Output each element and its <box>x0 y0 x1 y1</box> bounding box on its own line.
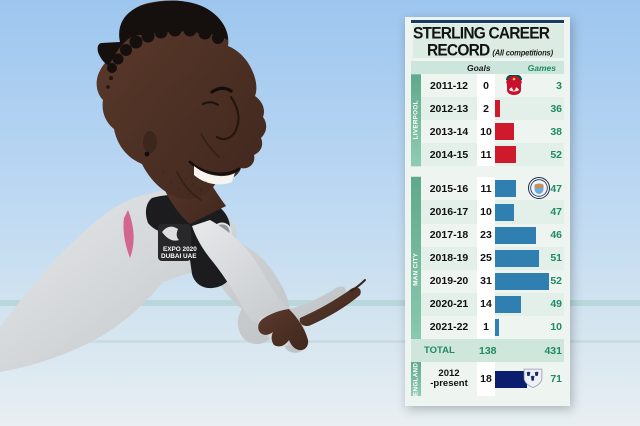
svg-text:EXPO 2020: EXPO 2020 <box>163 246 197 253</box>
svg-text:DUBAI UAE: DUBAI UAE <box>161 253 197 260</box>
